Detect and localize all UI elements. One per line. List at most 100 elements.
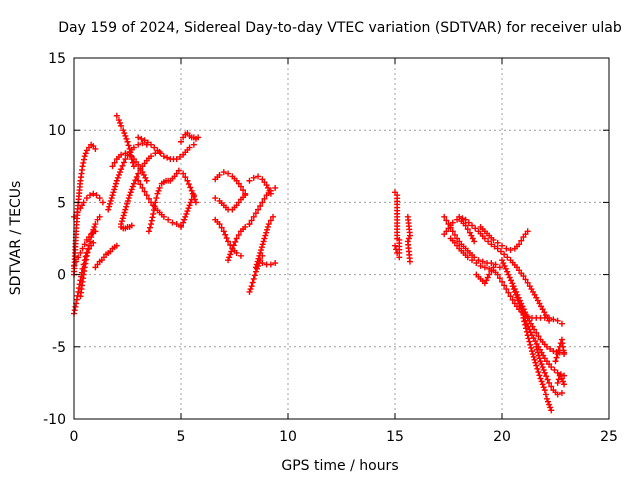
data-point — [537, 358, 544, 365]
data-point — [406, 232, 413, 239]
data-point — [534, 365, 541, 372]
data-point — [525, 335, 532, 342]
data-point — [130, 180, 137, 187]
data-point — [96, 195, 103, 202]
data-point — [511, 288, 518, 295]
series-arc-11 — [118, 222, 135, 232]
data-point — [225, 238, 232, 245]
data-point — [543, 343, 550, 350]
data-point — [259, 241, 266, 248]
data-point — [115, 171, 122, 178]
data-point — [263, 229, 270, 236]
data-point — [173, 156, 180, 163]
data-point — [517, 303, 524, 310]
data-point — [77, 249, 84, 256]
data-point — [522, 325, 529, 332]
data-point — [522, 276, 529, 283]
data-point — [92, 221, 99, 228]
data-point — [128, 152, 135, 159]
data-point — [265, 221, 272, 228]
data-point — [255, 206, 262, 213]
data-point — [507, 293, 514, 300]
series-arc-29 — [404, 213, 413, 265]
series-arc-18 — [212, 169, 249, 197]
y-tick-label: -10 — [43, 412, 66, 428]
data-point — [229, 245, 236, 252]
data-point — [523, 328, 530, 335]
data-point — [192, 199, 199, 206]
data-point — [526, 338, 533, 345]
data-point — [267, 217, 274, 224]
data-point — [543, 395, 550, 402]
data-point — [188, 196, 195, 203]
data-point — [496, 275, 503, 282]
data-point — [258, 244, 265, 251]
series-arc-35 — [473, 264, 497, 287]
data-point — [149, 214, 156, 221]
data-point — [528, 344, 535, 351]
data-point — [223, 235, 230, 242]
data-point — [123, 203, 130, 210]
series-arc-9 — [113, 112, 137, 170]
data-point — [82, 150, 89, 157]
data-point — [80, 159, 87, 166]
data-point — [85, 246, 92, 253]
data-point — [225, 170, 232, 177]
series-arc-16 — [178, 130, 202, 145]
data-point — [507, 247, 514, 254]
data-point — [175, 167, 182, 174]
data-point — [465, 219, 472, 226]
y-tick-label: 0 — [57, 268, 66, 284]
series-arc-8 — [109, 150, 150, 184]
data-point — [75, 254, 82, 261]
data-point — [185, 205, 192, 212]
data-point — [505, 271, 512, 278]
data-point — [451, 231, 458, 238]
data-point — [81, 264, 88, 271]
data-point — [535, 369, 542, 376]
data-point — [396, 254, 403, 261]
data-point — [459, 215, 466, 222]
data-point — [524, 279, 531, 286]
data-point — [129, 183, 136, 190]
data-point — [559, 378, 566, 385]
data-point — [160, 213, 167, 220]
data-point — [187, 184, 194, 191]
data-point — [88, 234, 95, 241]
data-point — [550, 348, 557, 355]
data-point — [532, 359, 539, 366]
data-point — [488, 260, 495, 267]
data-point — [479, 258, 486, 265]
series-arc-31 — [441, 216, 478, 245]
data-point — [212, 195, 219, 202]
data-point — [552, 358, 559, 365]
data-point — [81, 241, 88, 248]
data-point — [490, 264, 497, 271]
data-point — [90, 226, 97, 233]
data-point — [250, 275, 257, 282]
series-arc-10 — [118, 148, 163, 228]
data-point — [138, 135, 145, 142]
data-point — [156, 184, 163, 191]
data-point — [144, 139, 151, 146]
series-arc-13 — [145, 177, 172, 235]
data-point — [182, 213, 189, 220]
data-point — [180, 219, 187, 226]
x-axis-label: GPS time / hours — [281, 458, 398, 474]
data-point — [481, 264, 488, 271]
data-point — [256, 252, 263, 259]
data-point — [155, 187, 162, 194]
data-point — [125, 142, 132, 149]
x-tick-labels: 0 5 10 15 20 25 — [70, 429, 618, 445]
data-point — [472, 225, 479, 232]
data-point — [153, 195, 160, 202]
data-point — [188, 187, 195, 194]
data-point — [139, 184, 146, 191]
data-point — [145, 195, 152, 202]
data-point — [173, 221, 180, 228]
data-point — [515, 297, 522, 304]
data-point — [393, 246, 400, 253]
data-point — [106, 200, 113, 207]
data-point — [554, 391, 561, 398]
